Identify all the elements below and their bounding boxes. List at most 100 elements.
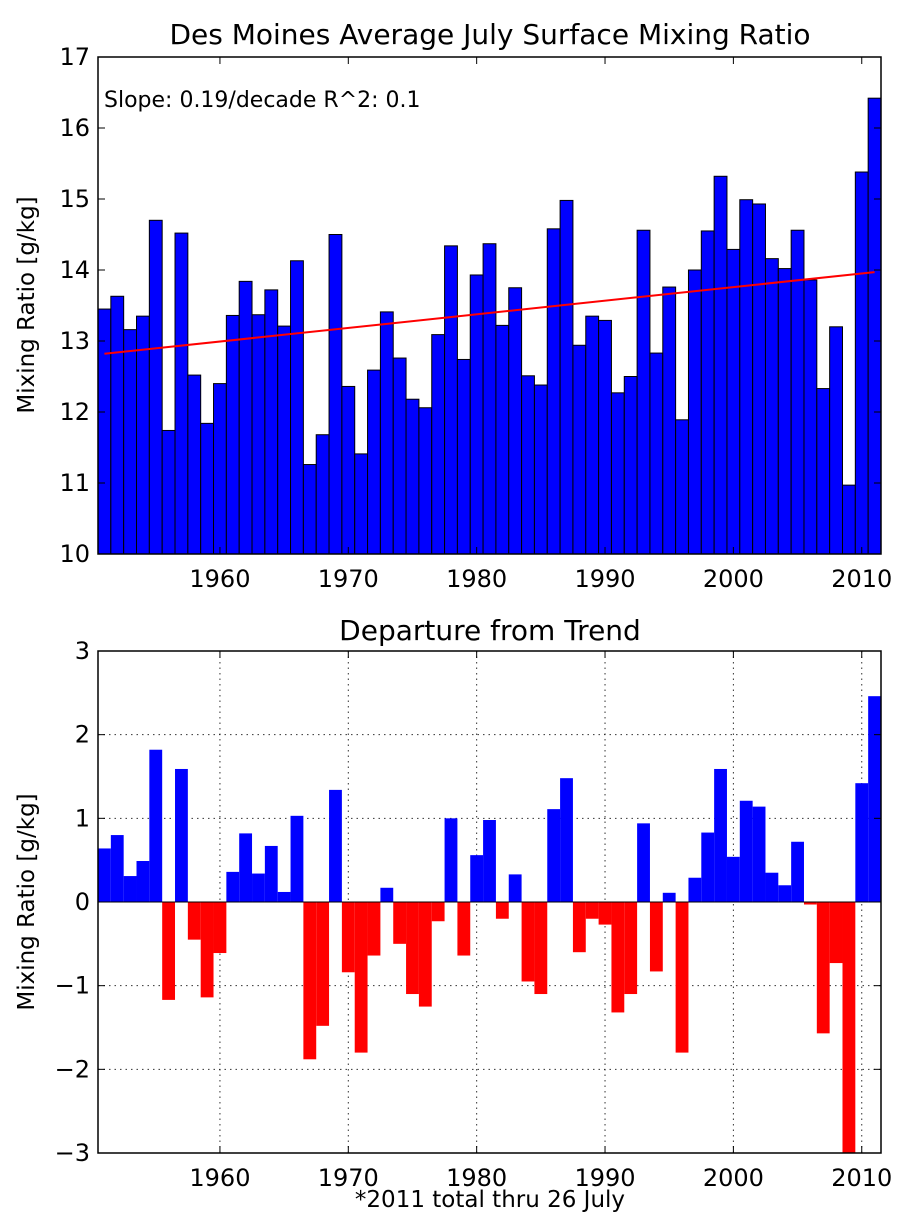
bar-1990 xyxy=(598,319,612,555)
x-tick-label: 2010 xyxy=(831,1164,892,1192)
bar-1973 xyxy=(379,311,394,555)
bar-1979 xyxy=(456,358,471,555)
bar-2003 xyxy=(764,258,779,555)
bar-1970 xyxy=(341,902,355,973)
bar-1955 xyxy=(149,749,163,902)
bar-1966 xyxy=(290,260,304,555)
x-tick-label: 1990 xyxy=(574,565,635,593)
bar-1983 xyxy=(508,287,523,555)
bar-1985 xyxy=(533,384,548,555)
bar-2009 xyxy=(842,902,856,1153)
bar-2000 xyxy=(726,856,740,902)
bar-1987 xyxy=(559,199,574,555)
bar-1958 xyxy=(187,902,201,940)
bottom-x-axis: 1960 1970 1980 1990 2000 2010 xyxy=(189,651,892,1192)
bottom-chart-title: Departure from Trend xyxy=(339,614,641,647)
bar-1963 xyxy=(252,873,265,902)
bar-2006 xyxy=(803,902,817,905)
bar-1976 xyxy=(418,407,433,555)
bottom-bars xyxy=(98,696,881,1153)
bar-1996 xyxy=(675,419,689,555)
top-chart: Des Moines Average July Surface Mixing R… xyxy=(14,18,892,593)
bar-1997 xyxy=(688,877,702,902)
bar-1975 xyxy=(405,398,420,555)
bar-1995 xyxy=(662,286,677,555)
y-tick-label: 16 xyxy=(59,114,90,142)
bar-1986 xyxy=(547,809,561,902)
x-tick-label: 1960 xyxy=(189,565,250,593)
bar-1978 xyxy=(444,245,458,555)
bar-1967 xyxy=(303,902,317,1060)
bar-1999 xyxy=(713,175,728,555)
bar-1997 xyxy=(687,269,702,555)
bar-1958 xyxy=(187,374,202,555)
bar-1953 xyxy=(123,329,138,555)
bar-1957 xyxy=(175,768,188,902)
bar-1962 xyxy=(238,280,253,555)
bar-2007 xyxy=(816,902,830,1034)
bar-1983 xyxy=(508,874,522,902)
bar-1998 xyxy=(701,832,715,902)
bar-1952 xyxy=(110,835,124,902)
top-y-axis-label: Mixing Ratio [g/kg] xyxy=(14,196,40,413)
bar-2001 xyxy=(739,800,753,902)
bar-2004 xyxy=(777,268,792,555)
bar-1978 xyxy=(444,818,458,902)
bar-1989 xyxy=(585,315,600,555)
y-tick-label: 2 xyxy=(75,721,90,749)
bar-2011 xyxy=(867,97,882,555)
bar-2002 xyxy=(752,806,766,902)
bar-2006 xyxy=(803,279,818,555)
bar-1996 xyxy=(675,902,689,1053)
bar-1956 xyxy=(162,902,176,1000)
bar-1971 xyxy=(354,902,368,1053)
y-tick-label: 3 xyxy=(75,637,90,665)
bar-1967 xyxy=(302,464,317,555)
bar-1968 xyxy=(316,902,330,1026)
bar-1993 xyxy=(637,823,650,902)
x-tick-label: 1980 xyxy=(446,565,507,593)
bar-1963 xyxy=(251,314,266,555)
bar-2009 xyxy=(841,484,856,555)
bar-1954 xyxy=(136,315,150,555)
bar-2001 xyxy=(739,199,754,555)
top-plot-frame xyxy=(97,56,882,555)
x-tick-label: 1980 xyxy=(446,1164,507,1192)
bar-2008 xyxy=(829,326,843,555)
bar-1980 xyxy=(470,855,484,902)
bar-2007 xyxy=(816,388,831,555)
bar-2011 xyxy=(868,696,881,902)
y-tick-label: 14 xyxy=(59,256,90,284)
y-tick-label: −1 xyxy=(55,972,90,1000)
bar-1981 xyxy=(483,820,496,902)
bar-2003 xyxy=(765,872,779,902)
bar-1991 xyxy=(610,392,625,555)
x-tick-label: 2010 xyxy=(831,565,892,593)
bar-1982 xyxy=(495,324,510,555)
y-tick-label: −3 xyxy=(55,1139,90,1167)
bar-1995 xyxy=(662,892,676,902)
bar-1973 xyxy=(380,887,394,902)
bar-1981 xyxy=(482,243,497,555)
bar-1962 xyxy=(239,833,253,902)
bar-1961 xyxy=(225,314,240,555)
bar-1982 xyxy=(495,902,509,919)
bar-1969 xyxy=(329,789,342,902)
bar-1992 xyxy=(623,376,638,555)
bar-2000 xyxy=(726,248,741,555)
top-slope-annotation: Slope: 0.19/decade R^2: 0.1 xyxy=(104,88,421,113)
bar-2002 xyxy=(752,203,766,555)
bar-1957 xyxy=(174,232,189,555)
bar-1972 xyxy=(367,902,381,956)
bar-1964 xyxy=(264,289,279,555)
y-tick-label: 0 xyxy=(75,888,90,916)
x-tick-label: 1960 xyxy=(189,1164,250,1192)
bar-1960 xyxy=(213,383,227,555)
bottom-chart: Departure from Trend −3 −2 −1 0 1 2 3 1960 1970… xyxy=(14,614,892,1213)
bar-1984 xyxy=(521,375,535,555)
top-y-axis: 10 11 12 13 14 15 16 17 xyxy=(59,43,881,568)
top-x-axis: 1960 1970 1980 1990 2000 2010 xyxy=(189,57,892,593)
bar-1989 xyxy=(585,902,599,919)
